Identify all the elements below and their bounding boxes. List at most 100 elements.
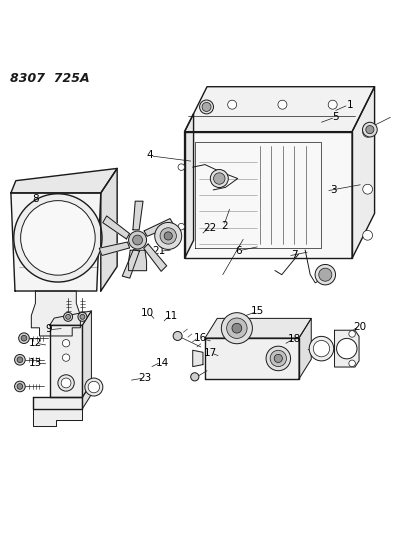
Text: 9: 9 — [45, 324, 52, 334]
Text: 3: 3 — [69, 237, 75, 247]
Circle shape — [164, 232, 172, 240]
Polygon shape — [351, 87, 374, 259]
Polygon shape — [184, 87, 374, 132]
Polygon shape — [334, 330, 358, 367]
Text: 23: 23 — [137, 373, 151, 383]
Polygon shape — [192, 350, 202, 367]
Text: 20: 20 — [353, 322, 366, 332]
Circle shape — [365, 126, 373, 134]
Circle shape — [213, 173, 225, 184]
Circle shape — [190, 373, 198, 381]
Polygon shape — [298, 318, 310, 379]
Circle shape — [58, 375, 74, 391]
Circle shape — [348, 360, 355, 367]
Circle shape — [133, 235, 142, 245]
Polygon shape — [184, 132, 351, 259]
Polygon shape — [33, 409, 82, 426]
Text: 18: 18 — [288, 334, 301, 344]
Circle shape — [274, 354, 282, 362]
Circle shape — [362, 127, 372, 138]
Text: 5: 5 — [332, 111, 338, 122]
Text: 19: 19 — [310, 341, 323, 351]
Circle shape — [362, 122, 376, 137]
Text: 3: 3 — [330, 184, 336, 195]
Polygon shape — [49, 325, 82, 397]
Circle shape — [199, 100, 213, 114]
Polygon shape — [11, 193, 101, 291]
Polygon shape — [133, 201, 143, 230]
Circle shape — [312, 341, 329, 357]
Circle shape — [154, 222, 181, 249]
Circle shape — [210, 169, 228, 188]
Polygon shape — [99, 242, 129, 255]
Polygon shape — [11, 168, 117, 193]
Circle shape — [221, 313, 252, 344]
Circle shape — [85, 378, 103, 396]
Circle shape — [62, 354, 70, 361]
Polygon shape — [82, 311, 91, 397]
Circle shape — [336, 338, 356, 359]
Circle shape — [15, 381, 25, 392]
Text: 8: 8 — [32, 194, 38, 204]
Text: 1: 1 — [346, 100, 353, 110]
Text: 7: 7 — [290, 251, 297, 261]
Circle shape — [62, 340, 70, 347]
Polygon shape — [204, 318, 310, 338]
Text: 4: 4 — [146, 150, 153, 160]
Circle shape — [14, 194, 102, 282]
Circle shape — [348, 330, 355, 337]
Circle shape — [80, 314, 85, 319]
Circle shape — [19, 333, 29, 343]
Circle shape — [308, 336, 333, 361]
Circle shape — [265, 346, 290, 370]
Circle shape — [17, 357, 23, 362]
Circle shape — [362, 230, 372, 240]
Polygon shape — [122, 249, 139, 278]
Circle shape — [231, 324, 241, 333]
Polygon shape — [31, 291, 80, 336]
Text: 8307  725A: 8307 725A — [10, 72, 89, 85]
Circle shape — [226, 318, 247, 338]
Text: 2: 2 — [221, 221, 227, 231]
Polygon shape — [82, 383, 91, 409]
Circle shape — [65, 314, 70, 319]
Text: 21: 21 — [152, 246, 166, 256]
Circle shape — [270, 350, 286, 367]
Circle shape — [173, 332, 182, 341]
Circle shape — [17, 384, 23, 389]
Circle shape — [227, 100, 236, 109]
Circle shape — [318, 268, 331, 281]
Polygon shape — [33, 397, 82, 409]
Circle shape — [63, 312, 72, 321]
Text: 15: 15 — [250, 306, 263, 317]
Circle shape — [78, 312, 87, 321]
Text: 6: 6 — [235, 246, 241, 256]
Circle shape — [327, 100, 336, 109]
Polygon shape — [143, 244, 166, 271]
Circle shape — [61, 378, 71, 388]
Circle shape — [88, 381, 99, 393]
Polygon shape — [101, 168, 117, 291]
Circle shape — [62, 376, 70, 383]
Text: 14: 14 — [155, 358, 169, 368]
Circle shape — [362, 184, 372, 194]
Circle shape — [160, 228, 176, 244]
Polygon shape — [49, 311, 91, 325]
Polygon shape — [184, 114, 193, 259]
Text: 12: 12 — [29, 338, 42, 348]
Text: 16: 16 — [194, 333, 207, 343]
Polygon shape — [103, 216, 129, 239]
Circle shape — [128, 231, 146, 249]
Circle shape — [178, 223, 184, 230]
Polygon shape — [144, 219, 173, 236]
Circle shape — [178, 164, 184, 171]
Circle shape — [202, 102, 211, 111]
Text: 11: 11 — [164, 311, 178, 321]
Text: 22: 22 — [203, 223, 216, 233]
Polygon shape — [204, 338, 298, 379]
Text: 17: 17 — [203, 348, 216, 358]
Circle shape — [20, 200, 95, 275]
Circle shape — [21, 335, 27, 341]
Polygon shape — [128, 250, 146, 271]
Text: 13: 13 — [29, 358, 42, 368]
